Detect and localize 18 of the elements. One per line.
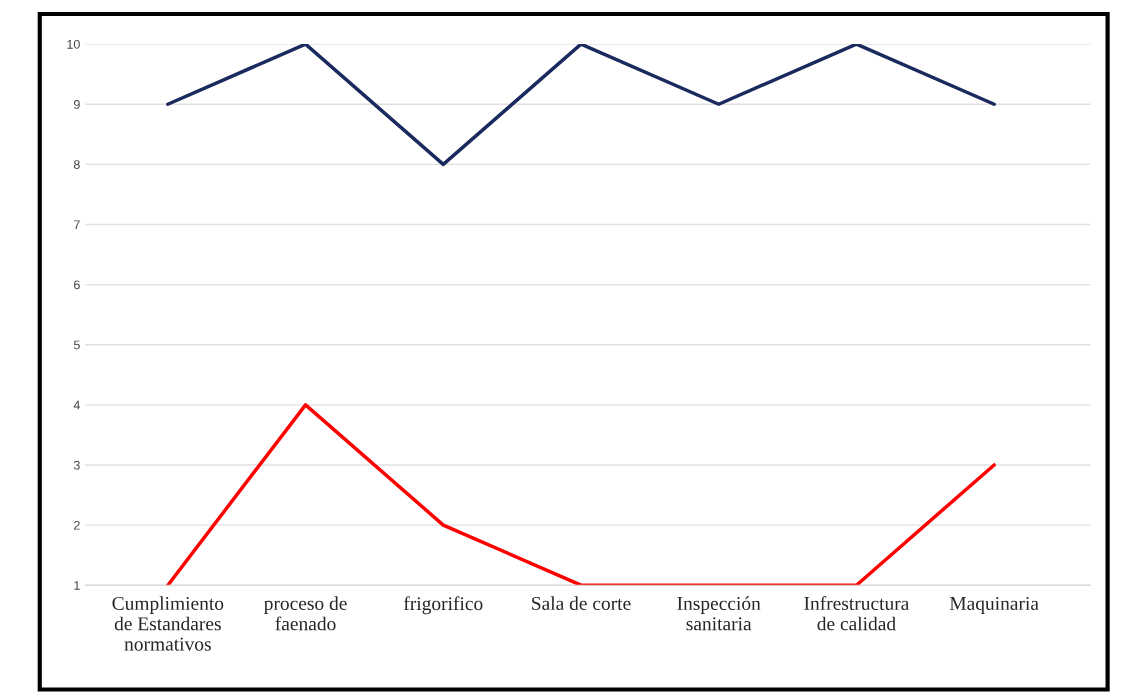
- y-tick-label: 4: [73, 400, 80, 410]
- y-tick-label: 6: [74, 280, 80, 290]
- x-tick-label: frigorifico: [403, 596, 483, 615]
- y-tick-label: 5: [73, 340, 80, 350]
- y-tick-label: 9: [73, 100, 80, 109]
- x-tick-label: Inspección sanitaria: [677, 596, 761, 631]
- x-tick-label: Sala de corte: [532, 596, 631, 610]
- y-tick-label: 3: [73, 460, 80, 470]
- line-series: [166, 403, 996, 586]
- x-tick-label: Maquinaria: [949, 596, 1039, 614]
- x-tick-label: Infrestructura de calidad: [804, 596, 910, 631]
- y-tick-label: 2: [74, 520, 80, 530]
- y-tick-label: 10: [67, 39, 80, 49]
- x-tick-label: Cumplimiento de Estandares normativos: [112, 596, 224, 651]
- y-tick-label: 7: [74, 220, 80, 229]
- x-tick-label: proceso de faenado: [264, 596, 347, 631]
- y-tick-label: 8: [73, 160, 80, 169]
- y-tick-label: 1: [74, 581, 80, 590]
